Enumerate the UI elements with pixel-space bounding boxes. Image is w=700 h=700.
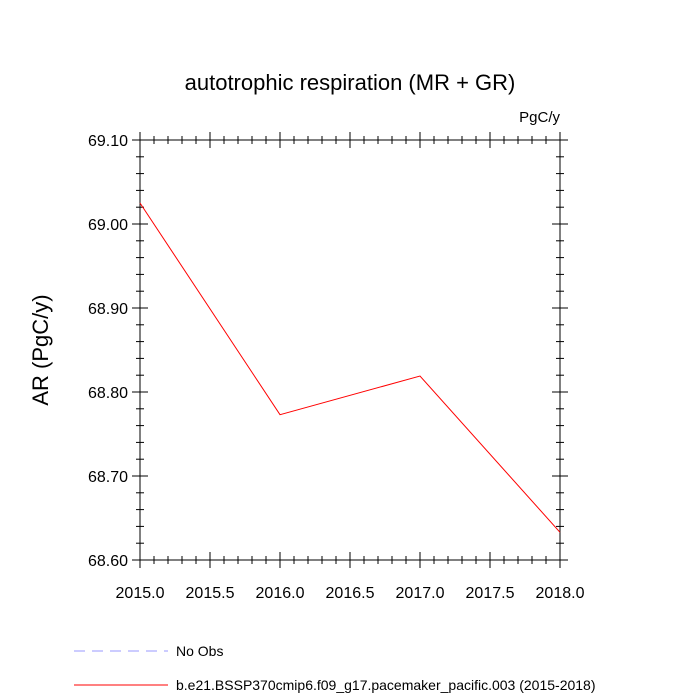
x-tick-label: 2015.5	[186, 585, 235, 602]
x-tick-label: 2016.0	[256, 585, 305, 602]
x-tick-label: 2017.0	[396, 585, 445, 602]
y-tick-labels: 68.60 68.70 68.80 68.90 69.00 69.10	[88, 133, 128, 570]
x-tick-label: 2018.0	[536, 585, 585, 602]
minor-ticks	[136, 136, 564, 564]
legend: No Obs b.e21.BSSP370cmip6.f09_g17.pacema…	[74, 643, 596, 693]
x-tick-label: 2015.0	[116, 585, 165, 602]
series-line-0	[139, 202, 561, 533]
x-tick-label: 2017.5	[466, 585, 515, 602]
y-axis-label: AR (PgC/y)	[28, 294, 53, 405]
y-tick-label: 68.60	[88, 553, 128, 570]
plot-frame	[139, 139, 561, 561]
chart-title: autotrophic respiration (MR + GR)	[185, 70, 516, 95]
x-tick-labels: 2015.0 2015.5 2016.0 2016.5 2017.0 2017.5 2018…	[116, 585, 585, 602]
y-tick-label: 68.70	[88, 469, 128, 486]
legend-label-model: b.e21.BSSP370cmip6.f09_g17.pacemaker_pac…	[176, 677, 596, 693]
x-tick-label: 2016.5	[326, 585, 375, 602]
legend-label-no-obs: No Obs	[176, 643, 223, 659]
units-label: PgC/y	[519, 109, 560, 126]
y-tick-label: 68.90	[88, 301, 128, 318]
major-ticks	[132, 132, 568, 568]
y-tick-label: 69.10	[88, 133, 128, 150]
y-tick-label: 69.00	[88, 217, 128, 234]
y-tick-label: 68.80	[88, 385, 128, 402]
series-layer	[139, 202, 561, 533]
